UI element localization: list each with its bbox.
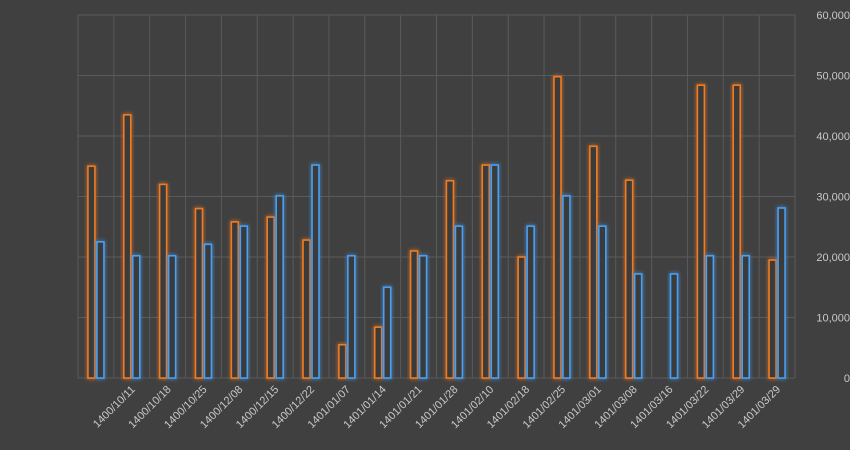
bar [409,250,419,379]
bar [230,221,240,379]
bar [732,84,742,379]
bar [768,259,777,379]
y-tick-label: 40,000 [816,131,850,143]
y-tick-label: 50,000 [816,71,850,83]
bar [526,225,535,379]
bar [239,225,249,379]
bar [517,256,526,379]
bar [275,195,284,379]
bar [418,254,428,379]
bar [338,343,347,379]
bar [158,183,168,379]
bar [589,145,598,379]
bar [490,164,500,379]
bar [347,254,356,379]
bar [96,241,105,379]
bar [669,273,679,379]
bar [777,207,786,379]
bar [122,114,132,379]
bar [167,254,177,379]
bar [445,179,455,379]
bar [553,75,562,379]
bar [454,225,464,379]
bar [382,286,392,379]
bar [194,207,204,379]
bar [705,254,715,379]
y-tick-label: 30,000 [816,192,850,204]
y-tick-label: 20,000 [816,252,850,264]
bar [266,216,275,379]
bar [481,164,491,379]
bar [696,84,706,379]
bar [624,179,634,379]
bar [203,243,213,379]
bar [598,225,607,379]
bar [311,164,320,379]
bar [741,254,751,379]
bar [633,273,643,379]
bar [373,326,383,379]
y-tick-label: 0 [844,373,850,385]
bar [87,165,96,379]
bar [562,195,571,379]
y-tick-label: 10,000 [816,313,850,325]
bar [302,239,311,379]
bar [131,254,141,379]
y-tick-label: 60,000 [816,10,850,22]
